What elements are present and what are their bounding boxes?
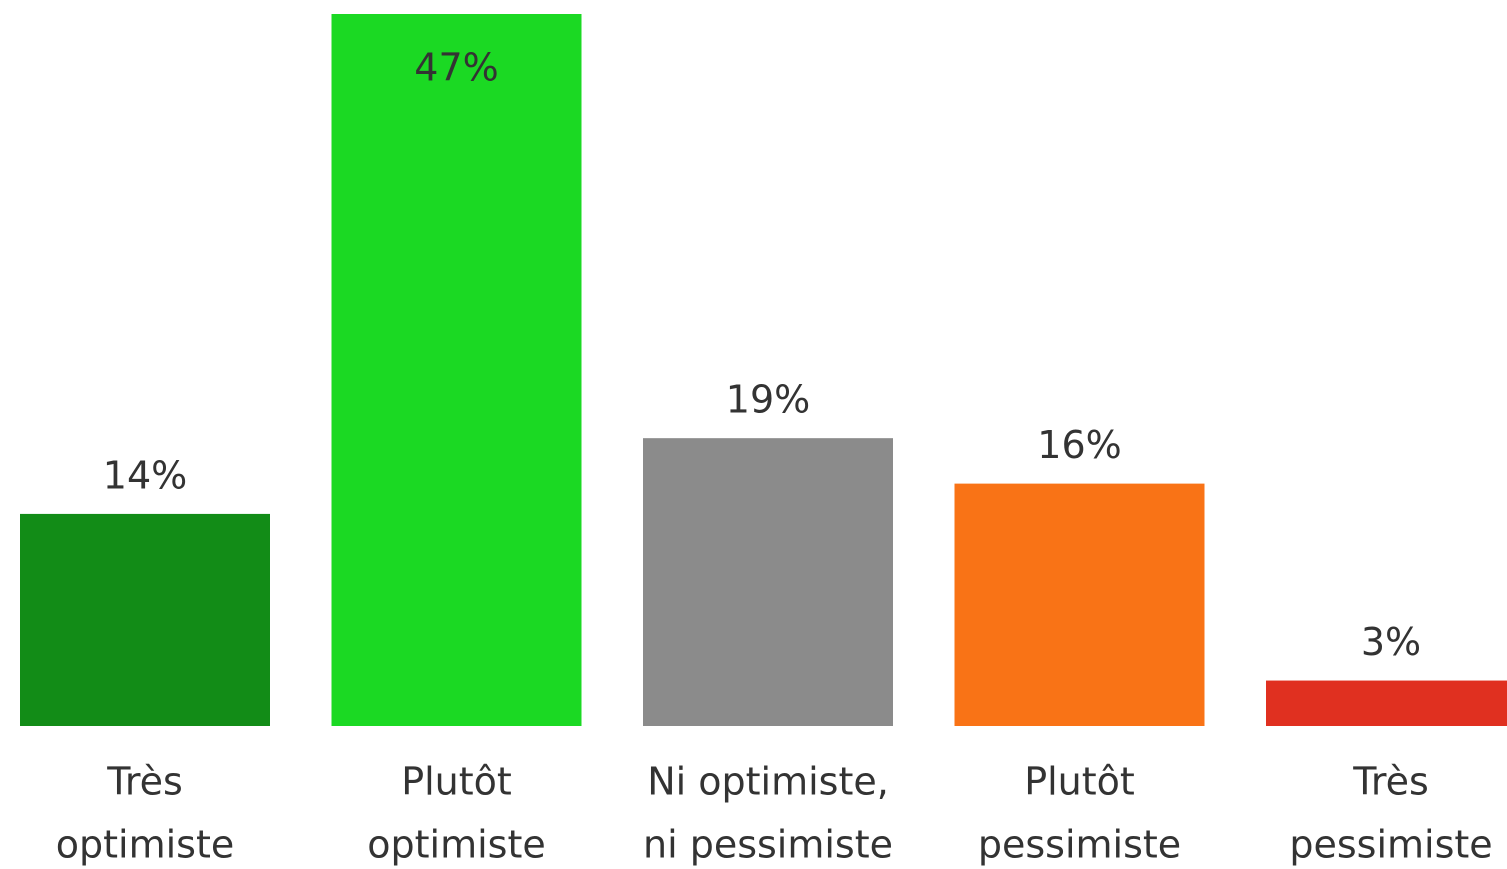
x-tick-label: optimiste (367, 823, 545, 867)
x-tick-label: pessimiste (978, 823, 1181, 867)
x-tick-label: Ni optimiste, (647, 760, 889, 804)
x-tick-label: Plutôt (1024, 760, 1135, 804)
value-label: 19% (726, 378, 810, 422)
value-label: 14% (103, 453, 187, 497)
bar (331, 14, 582, 726)
value-label: 3% (1361, 620, 1421, 664)
x-tick-label: ni pessimiste (643, 823, 893, 867)
bar (20, 513, 270, 726)
bar (1266, 680, 1507, 726)
x-tick-label: Très (1352, 760, 1429, 804)
value-label: 47% (414, 46, 498, 90)
value-label: 16% (1037, 423, 1121, 467)
x-tick-label: Plutôt (401, 760, 512, 804)
bar (954, 483, 1205, 726)
bar (643, 438, 893, 726)
x-tick-label: pessimiste (1289, 823, 1492, 867)
x-tick-label: Très (106, 760, 183, 804)
x-tick-label: optimiste (56, 823, 234, 867)
